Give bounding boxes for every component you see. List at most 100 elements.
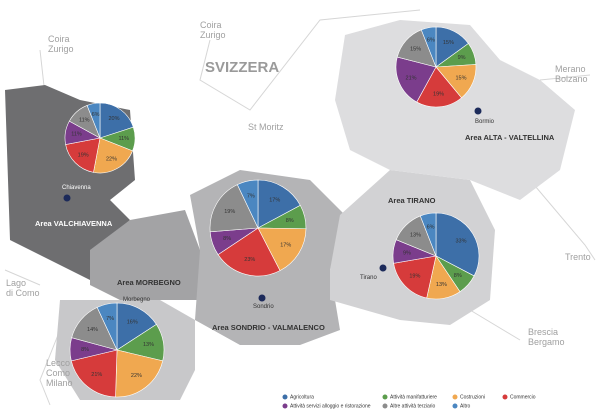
pie-label: 11% (71, 132, 82, 138)
place-line: Zurigo (200, 30, 226, 40)
place-line: Coira (200, 20, 222, 30)
town-name: Morbegno (123, 297, 151, 303)
background (4, 9, 596, 406)
pie-label: 16% (127, 319, 138, 325)
pie-label: 13% (436, 282, 447, 288)
towns: Chiavenna Morbegno Sondrio Tirano Bormio (62, 107, 495, 310)
area-name: Area SONDRIO - VALMALENCO (212, 323, 325, 332)
legend-label: Attività manifatturiere (390, 394, 437, 400)
area-name: Area VALCHIAVENNA (35, 219, 113, 228)
pie-label: 19% (409, 274, 420, 280)
pie-label: 17% (269, 197, 280, 203)
pie-label: 22% (131, 373, 142, 379)
area-name: Area MORBEGNO (117, 278, 181, 287)
legend-label: Altre attività terziario (390, 403, 436, 409)
pie-slice (419, 212, 437, 257)
pie-slice (393, 255, 437, 299)
pie-slice (96, 302, 118, 351)
pie-label: 15% (410, 46, 421, 52)
pie-label: 9% (458, 55, 466, 61)
pie-label: 19% (433, 92, 444, 98)
pie-slice (65, 137, 101, 173)
place-label: St Moritz (248, 122, 284, 132)
region-alta-valtellina (335, 20, 575, 200)
pie-label: 13% (410, 233, 421, 239)
pie-slice (99, 102, 134, 139)
place-label: Coira Zurigo (48, 34, 74, 54)
town-name: Sondrio (253, 304, 274, 310)
pie-label: 8% (454, 273, 462, 279)
place-line: Coira (48, 34, 70, 44)
pie-label: 15% (455, 75, 466, 81)
place-line: di Como (6, 288, 40, 298)
place-label: SVIZZERA (205, 59, 279, 76)
town-name: Chiavenna (62, 185, 91, 191)
pie-label: 6% (92, 112, 100, 118)
place-label: Coira Zurigo (200, 20, 226, 40)
place-label: Trento (565, 252, 591, 262)
pie-label: 14% (87, 327, 98, 333)
pie-label: 11% (118, 136, 129, 142)
town-dot (379, 264, 387, 272)
place-line: Lecco (46, 358, 70, 368)
place-line: Merano (555, 64, 586, 74)
pie-slice (209, 184, 259, 233)
pie-slice (86, 102, 101, 139)
place-label: Brescia Bergamo (528, 327, 565, 347)
town-dot (474, 107, 482, 115)
region-morbegno (90, 210, 200, 300)
pie-label: 8% (286, 218, 294, 224)
legend-swatch (282, 403, 288, 409)
pie-label: 7% (247, 194, 255, 200)
pie-label: 33% (456, 238, 467, 244)
pie-slice (116, 302, 157, 351)
legend-swatch (382, 394, 388, 400)
place-label: Lago di Como (6, 278, 40, 298)
legend-label: Altro (460, 403, 471, 409)
place-line: Bergamo (528, 337, 565, 347)
pie-label: 21% (91, 372, 102, 378)
pie-slice (70, 349, 118, 398)
legend-label: Agricoltura (290, 394, 314, 400)
place-line: Zurigo (48, 44, 74, 54)
legend-swatch (382, 403, 388, 409)
legend-label: Commercio (510, 394, 536, 400)
place-line: Bolzano (555, 74, 588, 84)
pie-slice (257, 179, 301, 229)
place-label: Lecco Como Milano (46, 358, 73, 388)
pie-label: 17% (280, 243, 291, 249)
pie-slice (395, 56, 437, 103)
pie-label: 6% (427, 38, 435, 44)
legend-swatch (282, 394, 288, 400)
place-line: Como (46, 368, 70, 378)
legend-label: Attività servizi alloggio e ristorazione (290, 403, 371, 409)
pie-slice (217, 227, 281, 277)
pie-slice (115, 349, 164, 398)
town-dot (63, 194, 71, 202)
legend-swatch (502, 394, 508, 400)
pie-slice (257, 227, 307, 272)
pie-label: 9% (403, 250, 411, 256)
place-line: Milano (46, 378, 73, 388)
pie-slice (416, 66, 462, 108)
pie-label: 15% (443, 40, 454, 46)
borders (4, 9, 596, 406)
legend-swatch (452, 403, 458, 409)
legend-label: Costruzioni (460, 394, 485, 400)
place-line: Lago (6, 278, 26, 288)
town-name: Tirano (360, 275, 377, 281)
pie-slice (93, 137, 133, 174)
pie-label: 7% (106, 316, 114, 322)
pie-label: 20% (108, 116, 119, 122)
place-label: Merano Bolzano (555, 64, 588, 84)
pie-label: 8% (223, 236, 231, 242)
pie-label: 6% (427, 225, 435, 231)
pie-label: 11% (79, 118, 90, 124)
town-dot (258, 294, 266, 302)
pie-slice (420, 26, 437, 68)
places: Coira Zurigo Coira Zurigo SVIZZERA St Mori… (6, 20, 591, 388)
pie-label: 13% (143, 342, 154, 348)
pie-label: 21% (406, 75, 417, 81)
place-line: Brescia (528, 327, 558, 337)
